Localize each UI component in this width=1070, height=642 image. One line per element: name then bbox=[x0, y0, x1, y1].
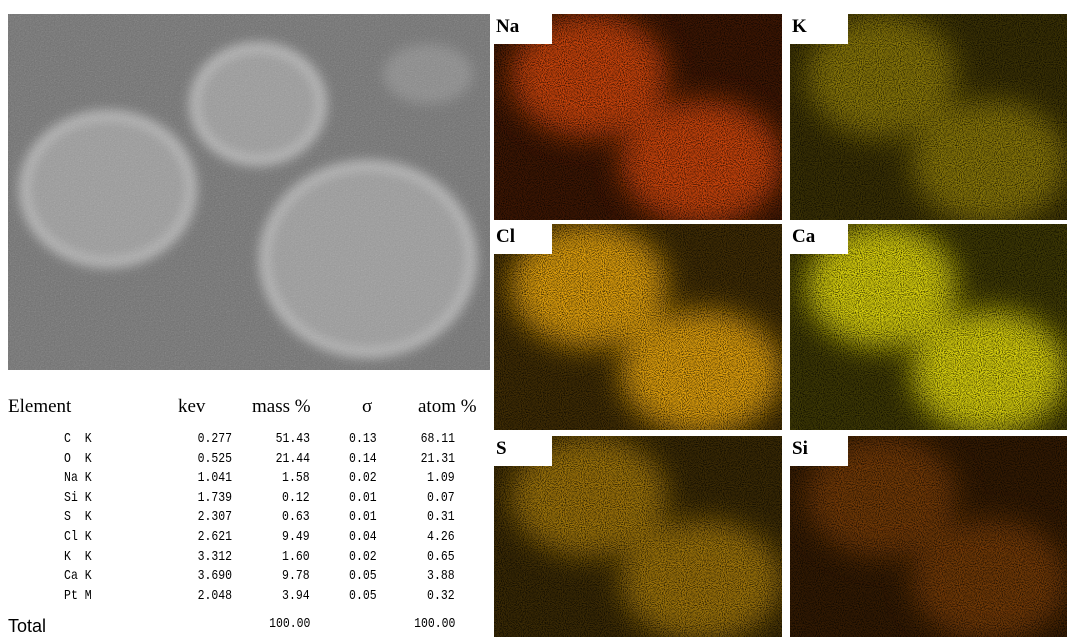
table-cell: 2.048 bbox=[198, 590, 232, 604]
map-label: Na bbox=[494, 14, 552, 44]
table-cell: 0.02 bbox=[349, 472, 377, 486]
table-cell: 0.14 bbox=[349, 453, 377, 467]
map-image bbox=[790, 436, 1067, 637]
table-cell: 9.78 bbox=[282, 570, 310, 584]
map-image bbox=[494, 436, 782, 637]
table-cell: S K bbox=[64, 511, 92, 525]
table-cell: Si K bbox=[64, 492, 92, 506]
map-image bbox=[494, 224, 782, 430]
table-cell: Cl K bbox=[64, 531, 92, 545]
total-atom: 100.00 bbox=[414, 618, 455, 632]
total-mass: 100.00 bbox=[269, 618, 310, 632]
table-cell: 3.88 bbox=[427, 570, 455, 584]
table-cell: 0.01 bbox=[349, 511, 377, 525]
table-cell: 51.43 bbox=[276, 433, 310, 447]
map-label: K bbox=[790, 14, 848, 44]
table-cell: 0.07 bbox=[427, 492, 455, 506]
column-header: mass % bbox=[252, 396, 311, 418]
table-cell: C K bbox=[64, 433, 92, 447]
table-cell: 0.31 bbox=[427, 511, 455, 525]
table-cell: 3.94 bbox=[282, 590, 310, 604]
map-image bbox=[790, 14, 1067, 220]
table-cell: 2.307 bbox=[198, 511, 232, 525]
total-label: Total bbox=[8, 616, 46, 637]
table-cell: 0.277 bbox=[198, 433, 232, 447]
table-cell: 1.041 bbox=[198, 472, 232, 486]
element-map: S bbox=[494, 436, 782, 637]
element-map: K bbox=[790, 14, 1067, 220]
table-cell: 3.312 bbox=[198, 551, 232, 565]
map-image bbox=[494, 14, 782, 220]
map-label: S bbox=[494, 436, 552, 466]
table-cell: 1.09 bbox=[427, 472, 455, 486]
table-cell: 4.26 bbox=[427, 531, 455, 545]
table-cell: 0.02 bbox=[349, 551, 377, 565]
map-label: Cl bbox=[494, 224, 552, 254]
table-cell: 0.63 bbox=[282, 511, 310, 525]
table-cell: 0.525 bbox=[198, 453, 232, 467]
table-cell: 21.44 bbox=[276, 453, 310, 467]
table-cell: 1.60 bbox=[282, 551, 310, 565]
table-cell: 0.12 bbox=[282, 492, 310, 506]
column-header: Element bbox=[8, 396, 71, 418]
sem-image bbox=[8, 14, 490, 370]
table-cell: 0.05 bbox=[349, 590, 377, 604]
map-label: Ca bbox=[790, 224, 848, 254]
table-cell: 1.739 bbox=[198, 492, 232, 506]
table-cell: Ca K bbox=[64, 570, 92, 584]
table-cell: 21.31 bbox=[421, 453, 455, 467]
table-cell: 0.05 bbox=[349, 570, 377, 584]
table-cell: 0.04 bbox=[349, 531, 377, 545]
table-cell: 0.65 bbox=[427, 551, 455, 565]
map-image bbox=[790, 224, 1067, 430]
table-cell: 3.690 bbox=[198, 570, 232, 584]
table-cell: 0.13 bbox=[349, 433, 377, 447]
page: {"table": {"header": ["Element", "kev", … bbox=[0, 0, 1070, 637]
table-cell: 2.621 bbox=[198, 531, 232, 545]
column-header: σ bbox=[362, 396, 372, 418]
element-map: Cl bbox=[494, 224, 782, 430]
table-cell: Pt M bbox=[64, 590, 92, 604]
element-map: Si bbox=[790, 436, 1067, 637]
map-label: Si bbox=[790, 436, 848, 466]
table-cell: 68.11 bbox=[421, 433, 455, 447]
element-map: Na bbox=[494, 14, 782, 220]
column-header: kev bbox=[178, 396, 205, 418]
column-header: atom % bbox=[418, 396, 477, 418]
element-map: Ca bbox=[790, 224, 1067, 430]
table-cell: K K bbox=[64, 551, 92, 565]
table-cell: Na K bbox=[64, 472, 92, 486]
table-cell: 0.01 bbox=[349, 492, 377, 506]
table-cell: 1.58 bbox=[282, 472, 310, 486]
table-cell: 9.49 bbox=[282, 531, 310, 545]
table-cell: O K bbox=[64, 453, 92, 467]
table-cell: 0.32 bbox=[427, 590, 455, 604]
